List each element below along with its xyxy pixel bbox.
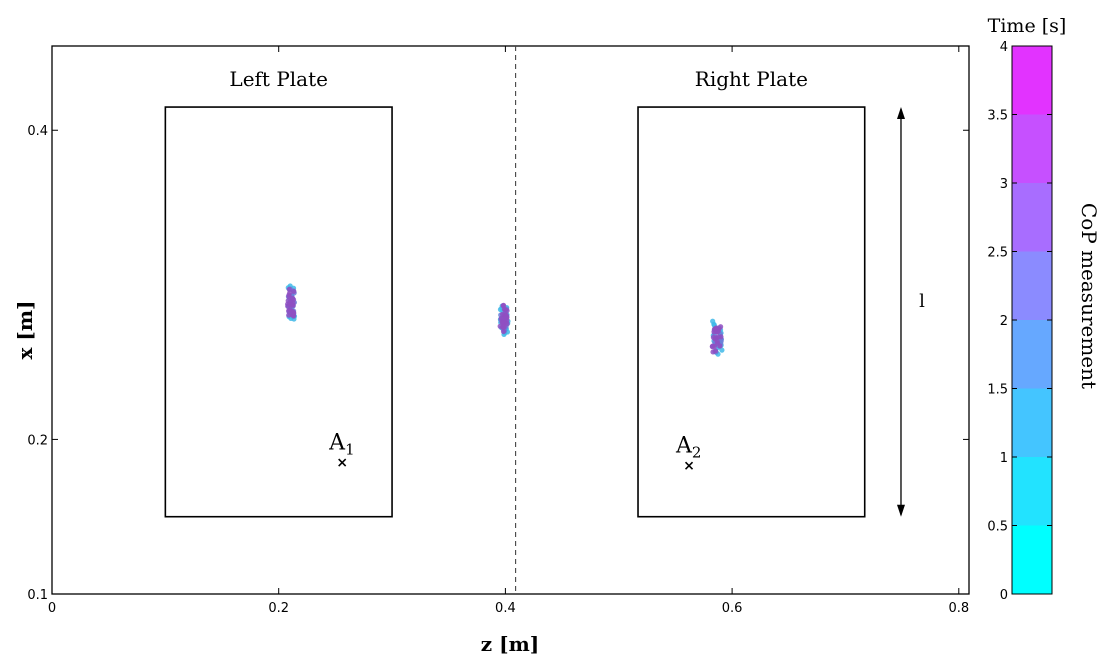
colorbar-tick-label: 2 — [1000, 314, 1008, 329]
x-axis-title: z [m] — [481, 632, 539, 656]
x-tick-label: 0 — [48, 601, 56, 616]
colorbar-tick-label: 3 — [1000, 177, 1008, 192]
cop-point — [286, 312, 292, 318]
colorbar-tick-label: 1.5 — [987, 383, 1008, 398]
plate-outline — [164, 106, 393, 518]
colorbar-title: Time [s] — [988, 15, 1067, 37]
cop-point — [718, 324, 724, 330]
colorbar-segment — [1012, 183, 1052, 252]
colorbar-segment — [1012, 46, 1052, 115]
plate-title: Right Plate — [695, 67, 808, 91]
colorbar-label: CoP measurement — [1077, 203, 1099, 389]
cop-point — [500, 324, 506, 330]
y-tick-label: 0.4 — [27, 124, 48, 139]
colorbar-segment — [1012, 114, 1052, 183]
anchor-label: A1 — [328, 431, 354, 459]
colorbar-segment — [1012, 320, 1052, 389]
colorbar-tick-label: 3.5 — [987, 109, 1008, 124]
x-tick-label: 0.2 — [268, 601, 289, 616]
cop-point — [289, 302, 295, 308]
cop-point — [503, 314, 509, 320]
plot-frame — [51, 45, 970, 595]
y-tick-label: 0.1 — [27, 588, 48, 603]
cop-point — [709, 343, 716, 349]
colorbar-tick-label: 4 — [1000, 40, 1008, 55]
cop-point — [719, 347, 725, 353]
cop-point — [286, 293, 292, 300]
colorbar-segment — [1012, 251, 1052, 320]
cop-point — [710, 349, 716, 355]
cop-point — [714, 338, 720, 344]
anchor-marker — [338, 458, 347, 467]
cop-point — [504, 308, 510, 314]
y-tick-label: 0.2 — [27, 433, 48, 448]
cop-point — [500, 328, 507, 335]
colorbar-tick-label: 2.5 — [987, 246, 1008, 261]
cop-point — [286, 286, 292, 292]
colorbar-segment — [1012, 525, 1052, 594]
colorbar-tick-label: 0 — [1000, 588, 1008, 603]
colorbar-tick-label: 1 — [1000, 451, 1008, 466]
plate-outline — [637, 106, 866, 518]
colorbar-segment — [1012, 457, 1052, 526]
anchor-label: A2 — [675, 434, 701, 462]
dimension-label: l — [919, 291, 925, 312]
cop-point — [713, 326, 720, 333]
x-tick-label: 0.4 — [495, 601, 516, 616]
anchor-marker — [684, 461, 694, 470]
colorbar: 0 0.5 1 1.5 2 2.5 3 3.5 4 — [987, 40, 1053, 603]
arrow-head-up — [896, 107, 905, 120]
cop-point — [500, 302, 507, 308]
y-axis-title: x [m] — [13, 301, 37, 360]
x-tick-label: 0.8 — [948, 601, 969, 616]
cop-point — [286, 308, 292, 314]
cop-point — [290, 309, 296, 315]
colorbar-segment — [1012, 388, 1052, 457]
colorbar-tick-label: 0.5 — [987, 520, 1008, 535]
plate-title: Left Plate — [229, 67, 328, 91]
cop-point — [291, 288, 297, 295]
cop-point — [499, 319, 505, 325]
x-tick-label: 0.6 — [722, 601, 743, 616]
arrow-head-down — [896, 504, 905, 517]
